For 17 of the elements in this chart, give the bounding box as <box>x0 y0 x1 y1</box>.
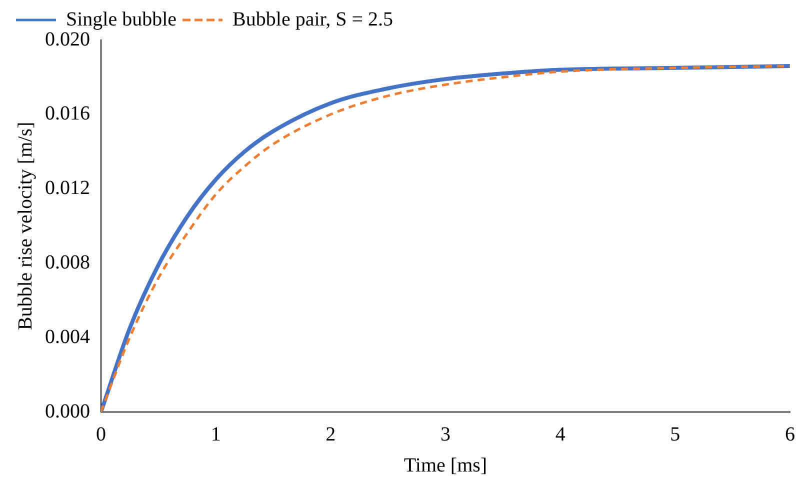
y-tick-label: 0.012 <box>45 177 90 200</box>
y-tick-label: 0.016 <box>45 102 90 125</box>
legend-label: Bubble pair, S = 2.5 <box>232 8 394 30</box>
x-tick-label: 2 <box>326 423 336 446</box>
x-tick-label: 1 <box>210 423 221 446</box>
y-tick-label: 0.008 <box>45 251 90 274</box>
x-tick-label: 0 <box>96 423 106 446</box>
x-tick-label: 4 <box>555 423 566 446</box>
y-tick-label: 0.000 <box>45 400 90 422</box>
x-tick-label: 5 <box>670 423 680 446</box>
x-axis-title: Time [ms] <box>404 454 488 476</box>
y-axis-title: Bubble rise velocity [m/s] <box>14 122 36 330</box>
legend-label: Single bubble <box>66 8 177 30</box>
x-tick-label: 6 <box>785 423 795 446</box>
y-tick-label: 0.004 <box>45 326 90 348</box>
x-tick-label: 3 <box>440 423 450 446</box>
y-tick-label: 0.020 <box>45 28 90 50</box>
